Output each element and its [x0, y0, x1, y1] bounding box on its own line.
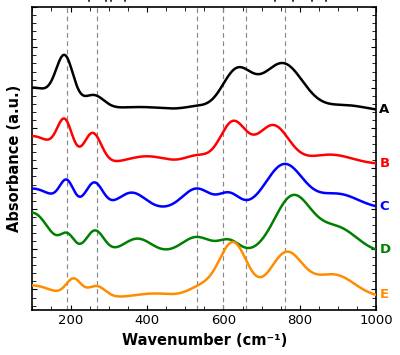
- Text: C: C: [379, 200, 389, 213]
- Text: D: D: [379, 243, 390, 256]
- X-axis label: Wavenumber (cm⁻¹): Wavenumber (cm⁻¹): [122, 333, 287, 348]
- Text: B: B: [379, 157, 390, 170]
- Y-axis label: Absorbance (a.u.): Absorbance (a.u.): [7, 84, 22, 232]
- Text: E: E: [379, 288, 388, 301]
- Text: A: A: [379, 103, 390, 116]
